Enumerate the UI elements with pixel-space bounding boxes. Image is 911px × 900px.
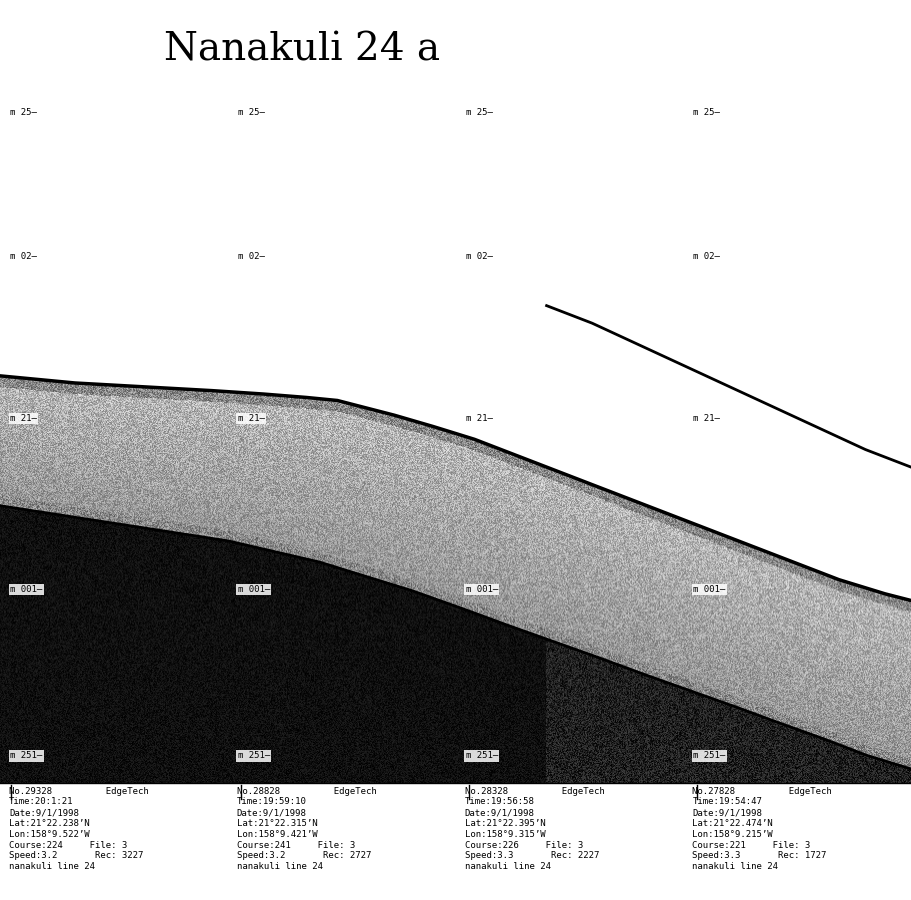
Text: m 001—: m 001— bbox=[10, 585, 42, 594]
Text: No.28828          EdgeTech: No.28828 EdgeTech bbox=[237, 787, 376, 796]
Text: m 21—: m 21— bbox=[693, 414, 721, 423]
Text: Course:224     File: 3: Course:224 File: 3 bbox=[9, 841, 128, 850]
Text: nanakuli line 24: nanakuli line 24 bbox=[237, 862, 322, 871]
Text: m 001—: m 001— bbox=[693, 585, 725, 594]
Text: Course:241     File: 3: Course:241 File: 3 bbox=[237, 841, 355, 850]
Text: Speed:3.3       Rec: 1727: Speed:3.3 Rec: 1727 bbox=[692, 851, 827, 860]
Text: Date:9/1/1998: Date:9/1/1998 bbox=[465, 808, 535, 817]
Text: nanakuli line 24: nanakuli line 24 bbox=[692, 862, 778, 871]
Text: nanakuli line 24: nanakuli line 24 bbox=[9, 862, 95, 871]
Text: m 02—: m 02— bbox=[238, 252, 265, 261]
Text: m 02—: m 02— bbox=[466, 252, 493, 261]
Text: m 21—: m 21— bbox=[10, 414, 37, 423]
Text: m 25—: m 25— bbox=[10, 108, 37, 117]
Text: Date:9/1/1998: Date:9/1/1998 bbox=[692, 808, 763, 817]
Text: m 001—: m 001— bbox=[238, 585, 270, 594]
Text: nanakuli line 24: nanakuli line 24 bbox=[465, 862, 550, 871]
Text: m 251—: m 251— bbox=[10, 752, 42, 760]
Text: Lon:158°9.215’W: Lon:158°9.215’W bbox=[692, 830, 773, 839]
Text: m 25—: m 25— bbox=[693, 108, 721, 117]
Text: Speed:3.2       Rec: 2727: Speed:3.2 Rec: 2727 bbox=[237, 851, 372, 860]
Text: Time:19:59:10: Time:19:59:10 bbox=[237, 797, 307, 806]
Text: m 251—: m 251— bbox=[693, 752, 725, 760]
Text: m 25—: m 25— bbox=[466, 108, 493, 117]
Text: Lat:21°22.315’N: Lat:21°22.315’N bbox=[237, 819, 318, 828]
Text: Lon:158°9.522’W: Lon:158°9.522’W bbox=[9, 830, 90, 839]
Text: Lat:21°22.238’N: Lat:21°22.238’N bbox=[9, 819, 90, 828]
Text: Lat:21°22.474’N: Lat:21°22.474’N bbox=[692, 819, 773, 828]
Text: m 21—: m 21— bbox=[466, 414, 493, 423]
Text: Time:20:1:21: Time:20:1:21 bbox=[9, 797, 74, 806]
Text: Date:9/1/1998: Date:9/1/1998 bbox=[237, 808, 307, 817]
Text: No.28328          EdgeTech: No.28328 EdgeTech bbox=[465, 787, 604, 796]
Text: Lon:158°9.315’W: Lon:158°9.315’W bbox=[465, 830, 546, 839]
Text: m 02—: m 02— bbox=[10, 252, 37, 261]
Text: m 001—: m 001— bbox=[466, 585, 497, 594]
Text: Lat:21°22.395’N: Lat:21°22.395’N bbox=[465, 819, 546, 828]
Text: No.29328          EdgeTech: No.29328 EdgeTech bbox=[9, 787, 148, 796]
Text: m 21—: m 21— bbox=[238, 414, 265, 423]
Text: m 25—: m 25— bbox=[238, 108, 265, 117]
Text: m 251—: m 251— bbox=[466, 752, 497, 760]
Text: No.27828          EdgeTech: No.27828 EdgeTech bbox=[692, 787, 832, 796]
Text: m 02—: m 02— bbox=[693, 252, 721, 261]
Text: Speed:3.2       Rec: 3227: Speed:3.2 Rec: 3227 bbox=[9, 851, 144, 860]
Text: Time:19:56:58: Time:19:56:58 bbox=[465, 797, 535, 806]
Text: Nanakuli 24 a: Nanakuli 24 a bbox=[164, 32, 440, 68]
Text: Speed:3.3       Rec: 2227: Speed:3.3 Rec: 2227 bbox=[465, 851, 599, 860]
Text: Course:221     File: 3: Course:221 File: 3 bbox=[692, 841, 811, 850]
Text: Course:226     File: 3: Course:226 File: 3 bbox=[465, 841, 583, 850]
Text: Date:9/1/1998: Date:9/1/1998 bbox=[9, 808, 79, 817]
Text: Time:19:54:47: Time:19:54:47 bbox=[692, 797, 763, 806]
Text: Lon:158°9.421’W: Lon:158°9.421’W bbox=[237, 830, 318, 839]
Text: m 251—: m 251— bbox=[238, 752, 270, 760]
